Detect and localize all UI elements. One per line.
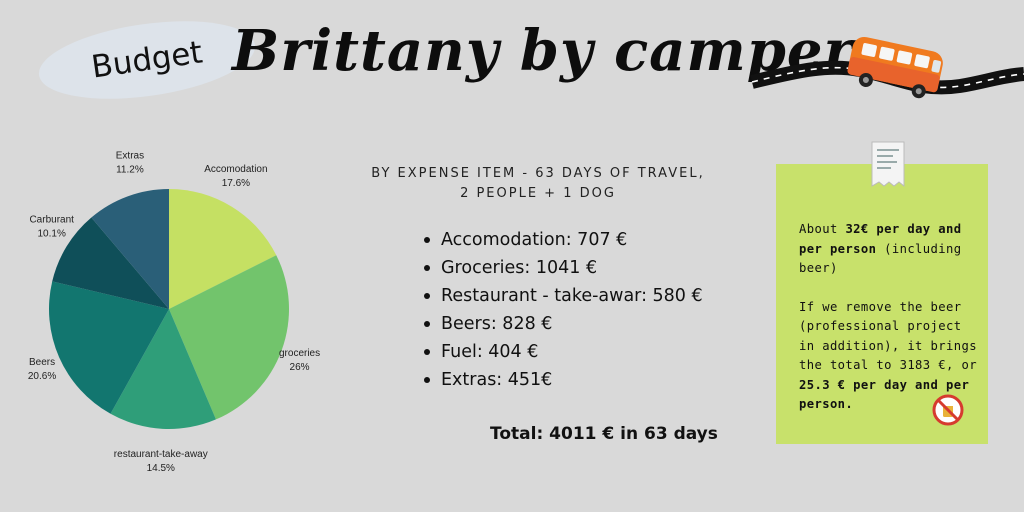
pie-label: restaurant-take-away bbox=[114, 449, 208, 460]
note-text-1c: (including beer) bbox=[799, 241, 962, 276]
expense-item-label: Restaurant - take-awar: 580 € bbox=[441, 286, 703, 306]
list-item: Accomodation: 707 € bbox=[424, 226, 754, 254]
expense-item-label: Fuel: 404 € bbox=[441, 342, 539, 362]
chart-subtitle: By expense item - 63 days of travel, 2 p… bbox=[371, 166, 705, 201]
pie-label: Beers bbox=[29, 357, 55, 368]
list-item: Fuel: 404 € bbox=[424, 338, 754, 366]
bullet-icon bbox=[424, 293, 430, 299]
list-item: Extras: 451€ bbox=[424, 366, 754, 394]
note-paragraph-2: If we remove the beer (professional proj… bbox=[799, 298, 979, 415]
expense-list: Accomodation: 707 € Groceries: 1041 € Re… bbox=[424, 226, 754, 394]
note-text-1a: About bbox=[799, 222, 846, 236]
note-paragraph-1: About 32€ per day and per person (includ… bbox=[799, 220, 979, 279]
pie-slice-carburant bbox=[52, 217, 169, 309]
note-text-2a: If we remove the beer (professional proj… bbox=[799, 299, 977, 373]
pie-percent: 14.5% bbox=[147, 463, 175, 474]
pie-percent: 26% bbox=[290, 362, 310, 373]
note-text: About 32€ per day and per person (includ… bbox=[799, 220, 979, 415]
bullet-icon bbox=[424, 321, 430, 327]
bullet-icon bbox=[424, 237, 430, 243]
list-item: Beers: 828 € bbox=[424, 310, 754, 338]
list-item: Restaurant - take-awar: 580 € bbox=[424, 282, 754, 310]
pie-slice-groceries bbox=[169, 255, 289, 420]
receipt-icon bbox=[871, 141, 905, 188]
total-label: Total: 4011 € in 63 days bbox=[490, 424, 718, 444]
pie-slice-beers bbox=[48, 281, 169, 414]
expense-item-label: Beers: 828 € bbox=[441, 314, 553, 334]
bullet-icon bbox=[424, 377, 430, 383]
bullet-icon bbox=[424, 349, 430, 355]
list-item: Groceries: 1041 € bbox=[424, 254, 754, 282]
pie-label: Accomodation bbox=[204, 164, 267, 175]
expense-item-label: Accomodation: 707 € bbox=[441, 230, 628, 250]
pie-percent: 20.6% bbox=[28, 371, 56, 382]
page-title: Brittany by camper bbox=[232, 18, 854, 84]
pie-percent: 11.2% bbox=[116, 164, 144, 175]
pie-label: Extras bbox=[116, 150, 144, 161]
expense-item-label: Groceries: 1041 € bbox=[441, 258, 598, 278]
bullet-icon bbox=[424, 265, 430, 271]
pie-percent: 10.1% bbox=[38, 229, 66, 240]
note-text-2b: 25.3 € per day and per person. bbox=[799, 377, 970, 412]
expense-item-label: Extras: 451€ bbox=[441, 370, 553, 390]
pie-label: Carburant bbox=[29, 215, 74, 226]
pie-slice-accomodation bbox=[169, 189, 277, 309]
pie-label: groceries bbox=[279, 348, 320, 359]
pie-slice-extras bbox=[91, 189, 169, 309]
pie-percent: 17.6% bbox=[222, 178, 250, 189]
pie-slice-restaurant-take-away bbox=[110, 309, 216, 429]
note-text-1b: 32€ per day and per person bbox=[799, 222, 962, 256]
